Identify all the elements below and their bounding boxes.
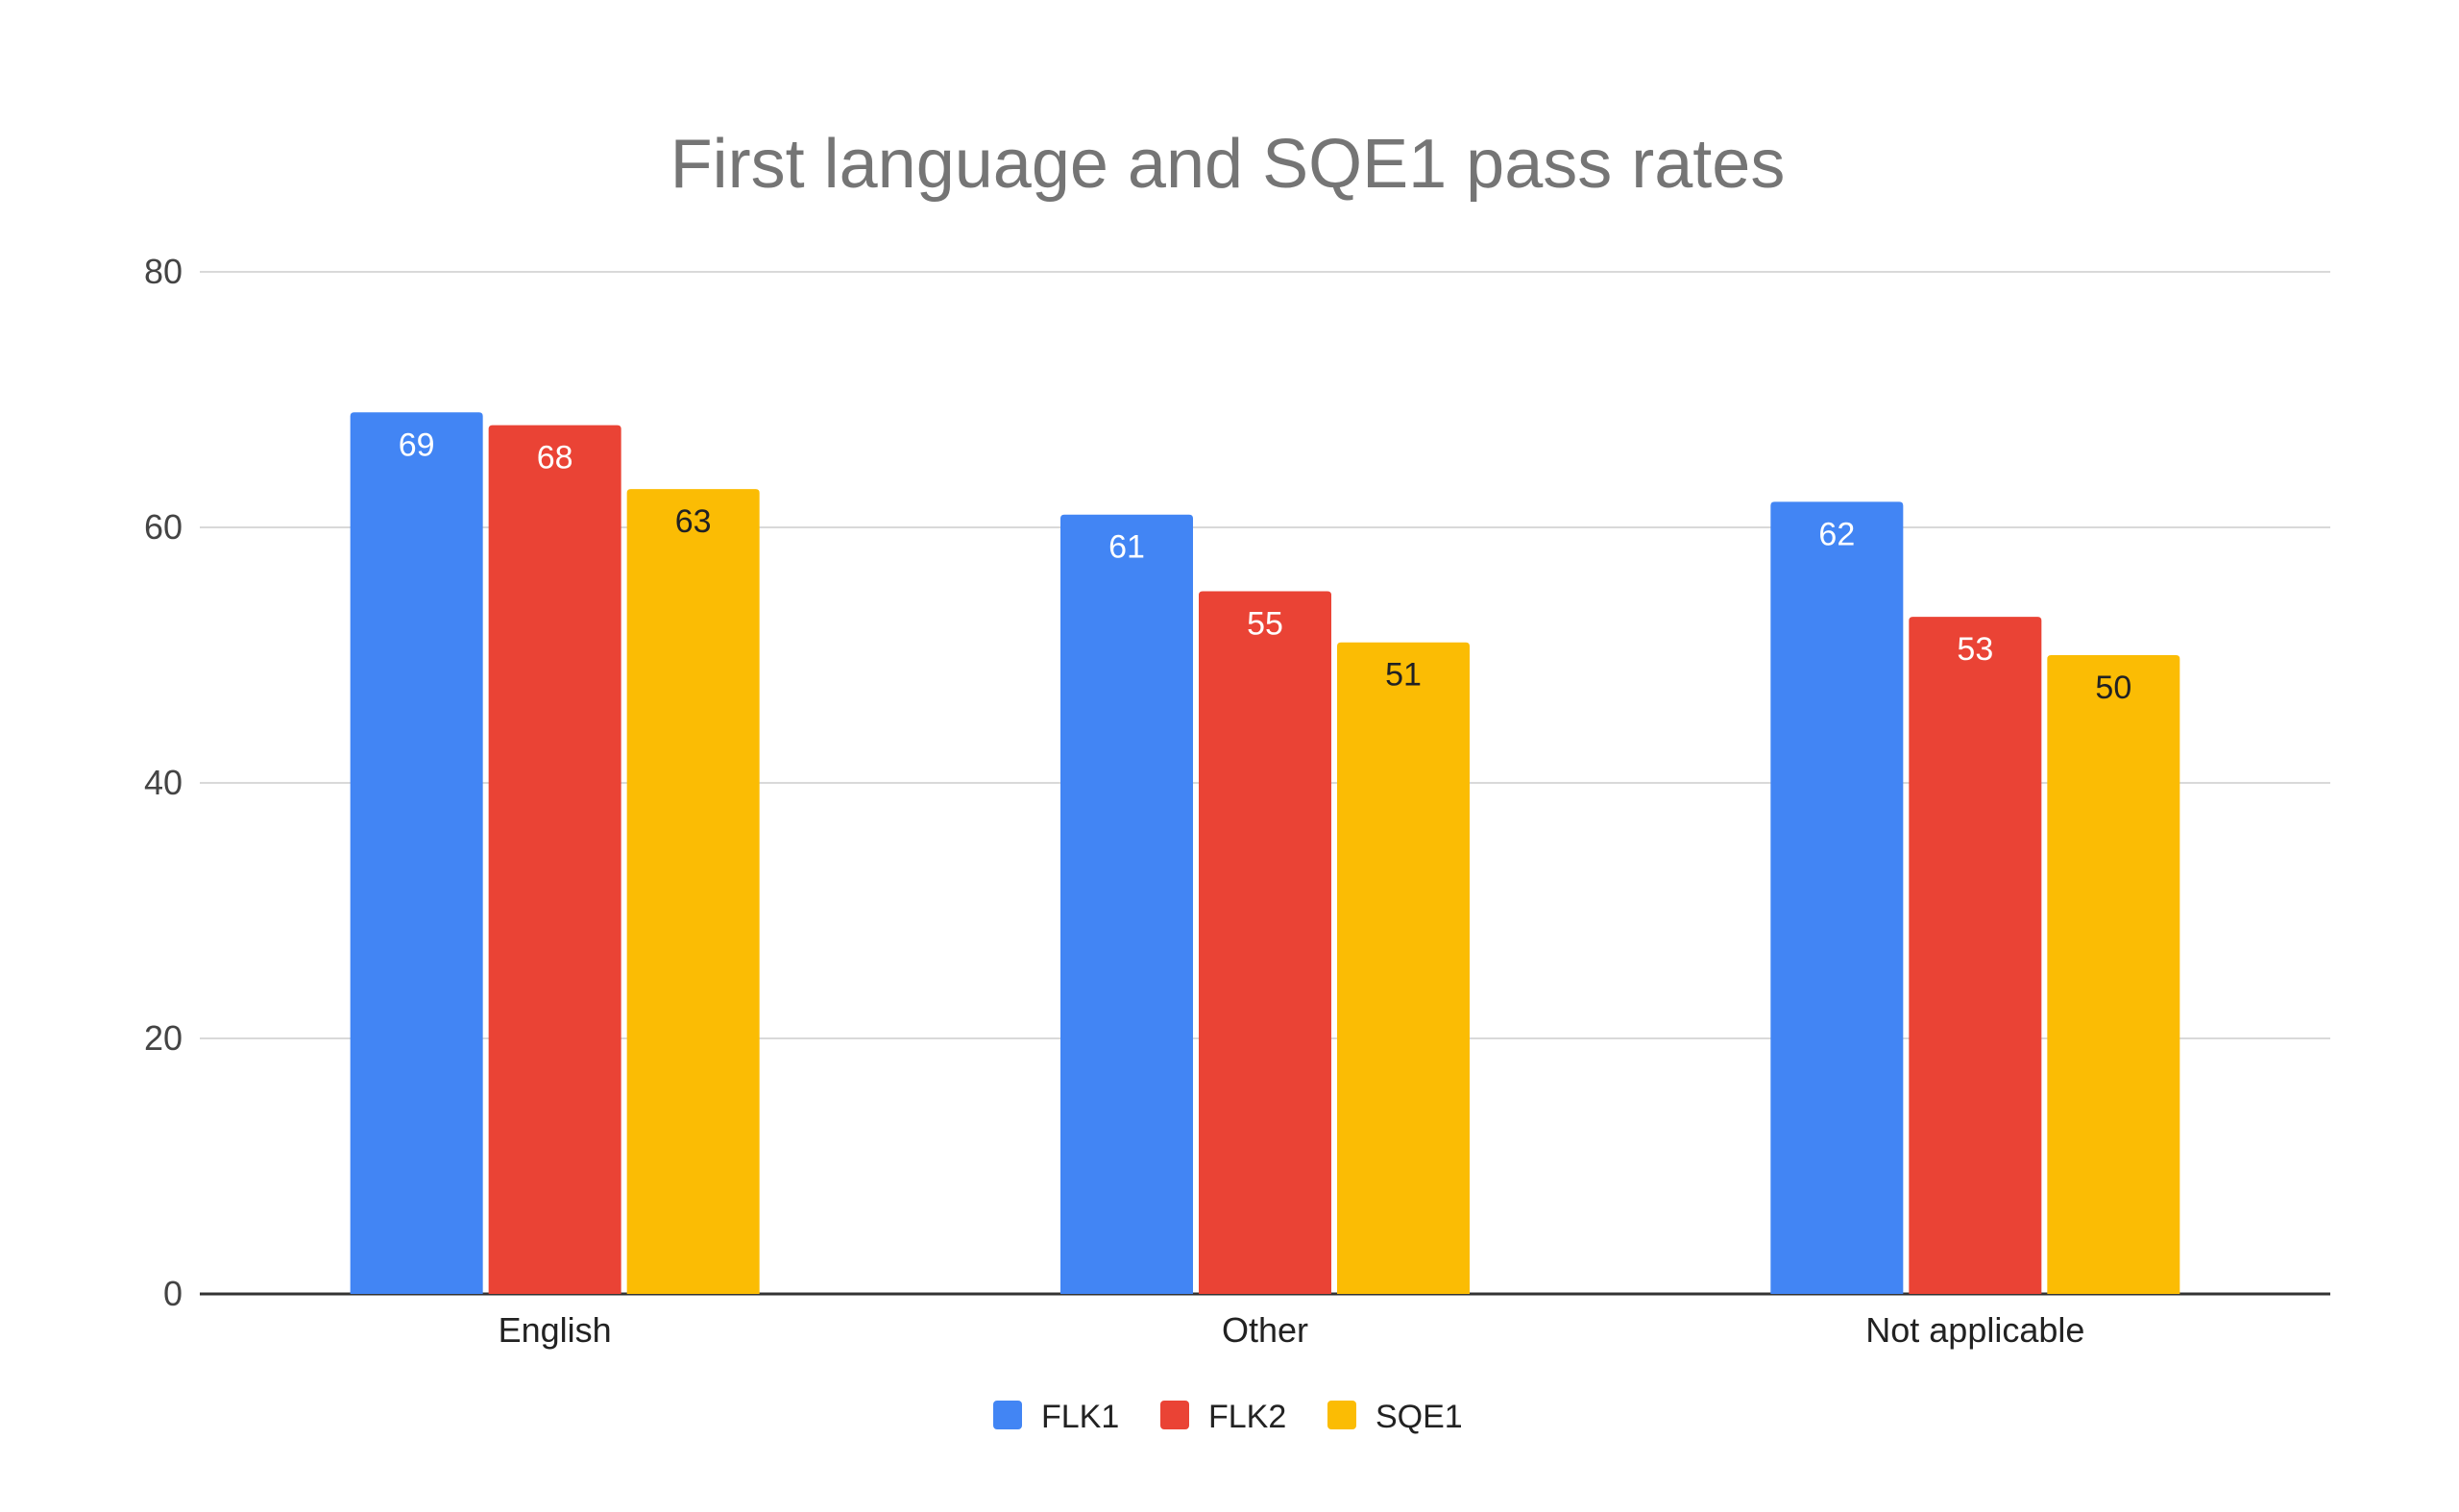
legend-label-flk2: FLK2 bbox=[1208, 1399, 1286, 1435]
bar-flk1-english bbox=[350, 412, 483, 1294]
bar-flk2-other bbox=[1199, 591, 1331, 1294]
y-tick-label: 60 bbox=[144, 507, 183, 547]
data-label: 68 bbox=[537, 440, 573, 476]
data-label: 50 bbox=[2095, 670, 2131, 706]
legend: FLK1 FLK2 SQE1 bbox=[993, 1399, 1463, 1435]
data-label: 61 bbox=[1108, 529, 1145, 566]
bars bbox=[350, 412, 2180, 1295]
legend-swatch-flk1 bbox=[993, 1401, 1022, 1429]
y-axis-ticks: 0 20 40 60 80 bbox=[144, 252, 183, 1313]
y-tick-label: 80 bbox=[144, 252, 183, 291]
bar-flk1-other bbox=[1060, 514, 1193, 1294]
y-tick-label: 0 bbox=[163, 1274, 183, 1313]
data-label: 51 bbox=[1385, 657, 1422, 694]
y-tick-label: 40 bbox=[144, 763, 183, 802]
chart-title: First language and SQE1 pass rates bbox=[670, 126, 1786, 203]
x-category-label: Not applicable bbox=[1865, 1310, 2084, 1350]
legend-label-sqe1: SQE1 bbox=[1376, 1399, 1463, 1435]
data-label: 62 bbox=[1818, 516, 1855, 552]
legend-swatch-flk2 bbox=[1160, 1401, 1189, 1429]
x-category-label: Other bbox=[1222, 1310, 1308, 1350]
bar-sqe1-english bbox=[626, 489, 760, 1295]
data-label: 53 bbox=[1957, 631, 1993, 668]
data-label: 69 bbox=[399, 427, 435, 463]
x-axis-categories: English Other Not applicable bbox=[499, 1310, 2085, 1350]
bar-sqe1-other bbox=[1337, 642, 1470, 1294]
data-label: 63 bbox=[675, 503, 712, 540]
x-category-label: English bbox=[499, 1310, 612, 1350]
legend-label-flk1: FLK1 bbox=[1041, 1399, 1119, 1435]
bar-flk2-not-applicable bbox=[1909, 617, 2042, 1294]
bar-flk1-not-applicable bbox=[1770, 501, 1904, 1294]
bar-flk2-english bbox=[488, 425, 621, 1295]
bar-sqe1-not-applicable bbox=[2047, 655, 2180, 1294]
y-tick-label: 20 bbox=[144, 1018, 183, 1058]
data-labels: 69 68 63 61 55 51 62 53 50 bbox=[399, 427, 2131, 706]
data-label: 55 bbox=[1247, 606, 1283, 643]
legend-swatch-sqe1 bbox=[1327, 1401, 1356, 1429]
